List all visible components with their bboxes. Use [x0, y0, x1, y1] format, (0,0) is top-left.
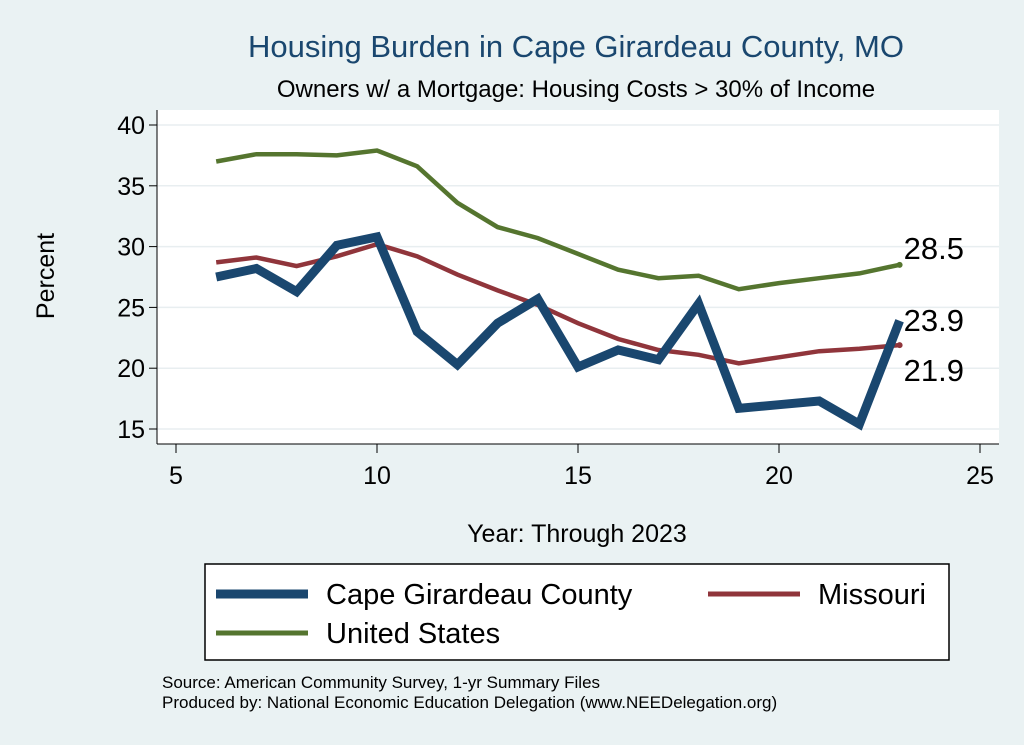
legend: Cape Girardeau County Missouri United St… [204, 563, 950, 661]
produced-note: Produced by: National Economic Education… [162, 693, 777, 712]
end-label-cape-girardeau-county: 23.9 [904, 303, 964, 338]
series-line-united-states [215, 148, 901, 292]
series-end-point-united-states [896, 261, 903, 268]
x-axis-title: Year: Through 2023 [467, 520, 687, 548]
y-tick-label-5: 40 [117, 112, 145, 140]
end-label-united-states: 28.5 [904, 231, 964, 266]
x-tick-label-1: 10 [363, 462, 391, 490]
y-tick-label-1: 20 [117, 355, 145, 383]
legend-box [204, 563, 950, 661]
series-end-point-missouri [896, 342, 903, 349]
series-line-cape-girardeau-county [215, 231, 904, 431]
source-note: Source: American Community Survey, 1-yr … [162, 673, 600, 692]
x-tick-label-3: 20 [765, 462, 793, 490]
y-tick-label-4: 35 [117, 173, 145, 201]
x-tick-label-2: 15 [564, 462, 592, 490]
y-tick-label-0: 15 [117, 416, 145, 444]
legend-label-missouri: Missouri [818, 579, 926, 611]
plot-area [157, 110, 999, 444]
x-tick-label-4: 25 [966, 462, 994, 490]
y-axis-title: Percent [32, 233, 60, 319]
x-tick-label-0: 5 [169, 462, 183, 490]
end-label-missouri: 21.9 [904, 353, 964, 388]
chart-subtitle: Owners w/ a Mortgage: Housing Costs > 30… [277, 76, 875, 103]
chart-title: Housing Burden in Cape Girardeau County,… [248, 29, 904, 64]
y-tick-label-3: 30 [117, 234, 145, 262]
legend-label-cape-girardeau: Cape Girardeau County [326, 579, 633, 611]
y-tick-label-2: 25 [117, 294, 145, 322]
legend-label-united-states: United States [326, 618, 500, 650]
